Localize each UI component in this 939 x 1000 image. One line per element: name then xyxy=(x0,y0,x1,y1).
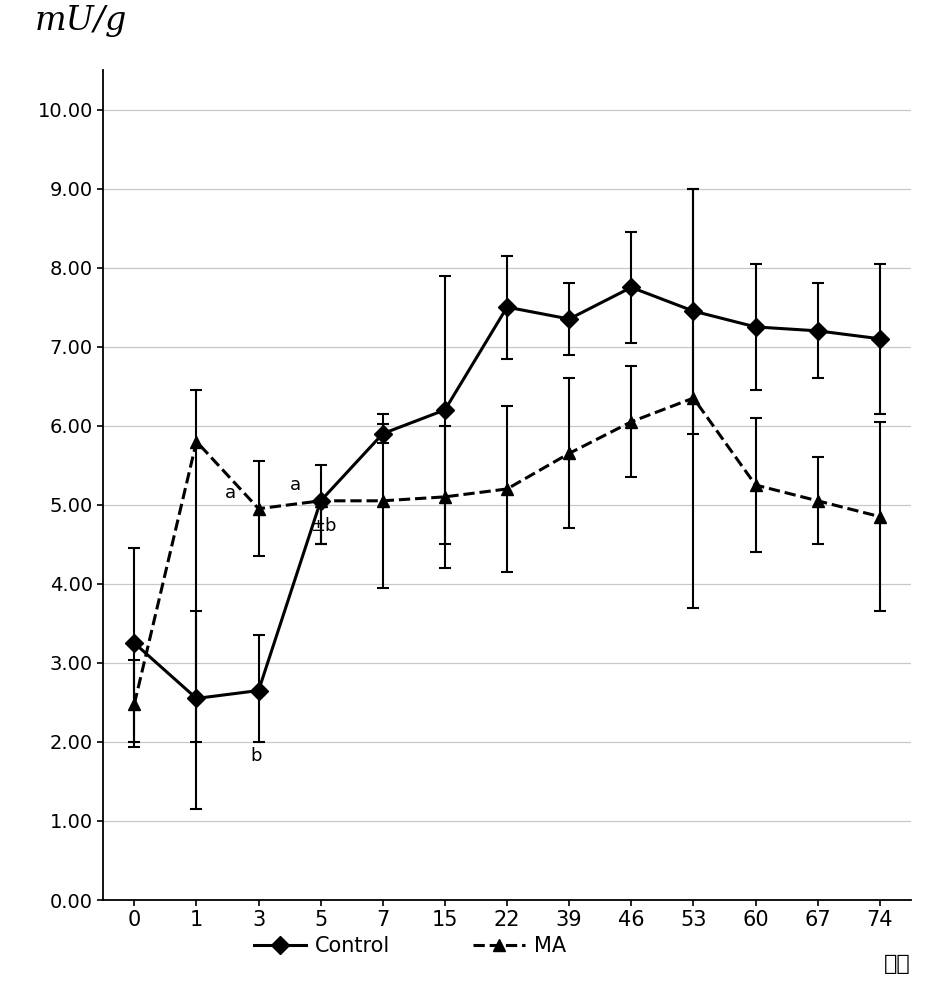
Text: a: a xyxy=(225,484,237,502)
Legend: Control, MA: Control, MA xyxy=(246,928,575,964)
Text: ±b: ±b xyxy=(310,517,337,535)
Text: b: b xyxy=(250,747,262,765)
Text: 天数: 天数 xyxy=(885,954,911,974)
Text: mU/g: mU/g xyxy=(35,5,127,37)
Text: a: a xyxy=(290,476,301,494)
